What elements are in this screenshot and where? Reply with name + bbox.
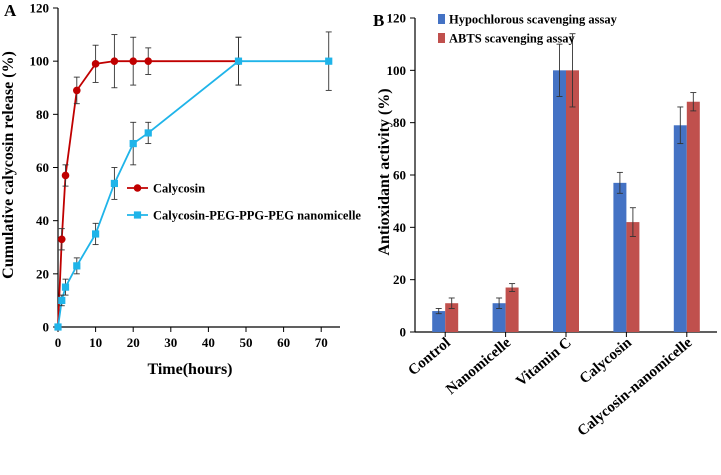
release-series-line (57, 60, 329, 328)
antioxidant-bar (553, 70, 566, 332)
antioxidant-bar (686, 101, 700, 332)
release-data-point (61, 283, 70, 291)
release-x-tick-label: 50 (240, 335, 253, 350)
release-x-tick-label: 10 (89, 335, 102, 350)
release-chart: A Cumulative calycosin release (%) Time(… (0, 1, 361, 379)
release-data-point (110, 179, 118, 188)
antioxidant-y-tick-label: 120 (387, 11, 407, 26)
release-data-point (325, 57, 333, 65)
antioxidant-y-tick-label: 100 (387, 63, 407, 78)
antioxidant-legend-label: Hypochlorous scavenging assay (449, 13, 618, 27)
antioxidant-y-axis-label: Antioxidant activity (%) (376, 88, 393, 255)
release-data-point (144, 129, 152, 137)
release-y-tick-label: 60 (36, 160, 49, 175)
antioxidant-bar (445, 303, 459, 332)
release-x-tick-label: 40 (202, 335, 215, 350)
release-data-point (73, 86, 81, 95)
release-data-point (234, 57, 243, 65)
release-data-point (129, 139, 137, 148)
release-legend-label: Calycosin (153, 182, 205, 196)
release-x-tick-label: 70 (315, 335, 328, 350)
antioxidant-bar (566, 70, 579, 332)
release-y-tick-label: 120 (30, 1, 50, 16)
release-x-tick-label: 0 (55, 335, 62, 350)
antioxidant-bar (613, 182, 627, 332)
antioxidant-legend-swatch (438, 33, 445, 43)
release-data-point (57, 235, 66, 244)
release-data-point (73, 262, 81, 270)
antioxidant-y-tick-label: 60 (393, 168, 406, 183)
antioxidant-chart: B Antioxidant activity (%) 0 20 40 60 80 100 1… (373, 11, 717, 440)
release-y-tick-label: 0 (43, 320, 50, 335)
antioxidant-legend-swatch (438, 14, 445, 24)
antioxidant-legend-label: ABTS scavenging assay (449, 32, 575, 46)
antioxidant-category-label: Vitamin C (513, 335, 574, 390)
antioxidant-y-tick-label: 0 (400, 325, 407, 340)
antioxidant-bar (673, 125, 687, 333)
panel-a-label: A (4, 1, 17, 20)
antioxidant-category-label: Nanomicelle (443, 335, 514, 398)
release-data-point (129, 57, 137, 65)
antioxidant-category-label: Calycosin (577, 334, 636, 387)
release-x-tick-label: 20 (127, 335, 140, 350)
release-data-point (61, 171, 70, 180)
antioxidant-category-label: Control (405, 335, 453, 379)
antioxidant-y-tick-label: 20 (393, 272, 406, 287)
release-y-tick-label: 100 (30, 54, 50, 69)
antioxidant-category-label: Calycosin-nanomicelle (575, 335, 696, 440)
panel-b-label: B (373, 11, 384, 30)
antioxidant-bar (432, 311, 446, 332)
release-data-point (58, 296, 66, 305)
antioxidant-y-tick-label: 40 (393, 220, 406, 235)
antioxidant-bar (505, 287, 519, 332)
antioxidant-legend: Hypochlorous scavenging assay ABTS scaven… (438, 13, 618, 46)
antioxidant-bar (626, 222, 640, 332)
release-legend-marker (133, 211, 142, 219)
release-y-tick-label: 80 (36, 107, 49, 122)
release-data-point (110, 57, 119, 65)
release-legend-label: Calycosin-PEG-PPG-PEG nanomicelle (153, 209, 361, 223)
antioxidant-bar (492, 303, 506, 332)
release-legend: Calycosin Calycosin-PEG-PPG-PEG nanomicel… (127, 182, 361, 223)
release-y-axis-label: Cumulative calycosin release (%) (0, 51, 17, 279)
release-x-tick-label: 60 (277, 335, 290, 350)
release-x-axis-label: Time(hours) (147, 361, 232, 378)
release-x-tick-label: 30 (164, 335, 177, 350)
release-data-point (92, 230, 100, 238)
release-data-point (144, 57, 153, 65)
antioxidant-y-tick-label: 80 (393, 115, 406, 130)
release-data-point (91, 60, 100, 68)
release-data-point (54, 323, 62, 331)
release-y-tick-label: 40 (36, 213, 49, 228)
release-series-line (57, 60, 239, 328)
release-y-tick-label: 20 (36, 266, 49, 281)
release-legend-marker (133, 184, 142, 192)
